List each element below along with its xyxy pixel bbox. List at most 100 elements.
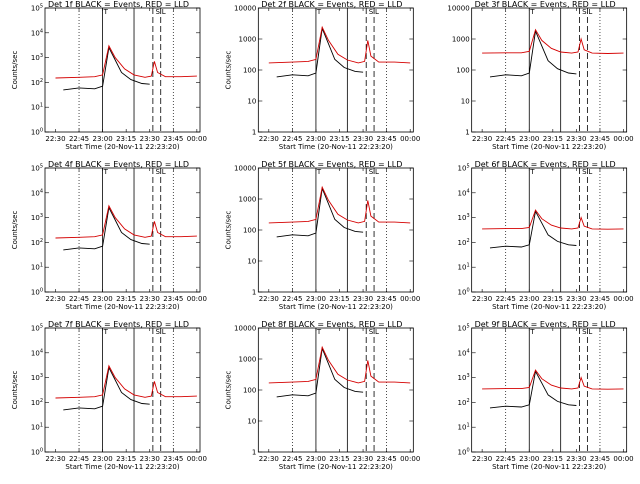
y-tick-label: 102 — [31, 78, 43, 87]
y-tick-label: 102 — [31, 238, 43, 247]
y-tick-label: 1 — [252, 289, 256, 297]
interval-marker-label: T — [103, 168, 109, 176]
x-tick-label: 23:00 — [306, 295, 326, 303]
x-axis-label: Start Time (20-Nov-11 22:23:20) — [65, 303, 179, 311]
x-tick-label: 23:00 — [93, 135, 113, 143]
x-tick-label: 23:30 — [353, 295, 373, 303]
plot-frame — [44, 167, 201, 293]
x-tick-label: 22:45 — [496, 295, 516, 303]
x-tick-label: 23:45 — [590, 295, 610, 303]
x-tick-label: 23:15 — [543, 455, 563, 463]
y-tick-label: 10 — [247, 98, 256, 106]
interval-marker-label: L — [588, 168, 592, 176]
y-tick-label: 1000 — [239, 36, 257, 44]
interval-marker-label: L — [588, 8, 592, 16]
interval-marker-label: T — [103, 8, 109, 16]
y-tick-label: 105 — [458, 324, 470, 333]
interval-marker-label: T — [529, 8, 535, 16]
series-line-events — [63, 46, 150, 91]
series-line-lld — [482, 209, 624, 230]
interval-marker-label: T — [529, 328, 535, 336]
chart-title: Det 3f BLACK = Events, RED = LLD — [475, 0, 616, 9]
x-tick-label: 23:45 — [377, 455, 397, 463]
x-tick-label: 23:45 — [163, 295, 183, 303]
x-tick-label: 23:30 — [566, 455, 586, 463]
plot-frame — [471, 327, 628, 453]
series-line-lld — [268, 25, 411, 64]
x-tick-label: 23:15 — [116, 135, 136, 143]
interval-marker-label: L — [375, 8, 379, 16]
plot-frame — [44, 7, 201, 133]
interval-marker-label: L — [375, 168, 379, 176]
y-tick-label: 103 — [31, 373, 43, 382]
x-tick-label: 23:45 — [377, 295, 397, 303]
interval-marker-label: L — [162, 168, 166, 176]
x-axis-label: Start Time (20-Nov-11 22:23:20) — [492, 303, 606, 311]
x-tick-label: 22:45 — [496, 455, 516, 463]
series-line-events — [489, 209, 577, 249]
x-tick-label: 22:45 — [69, 295, 89, 303]
y-tick-label: 102 — [458, 238, 470, 247]
interval-marker-label: T — [316, 168, 322, 176]
x-tick-label: 22:30 — [472, 455, 492, 463]
y-tick-label: 104 — [31, 348, 43, 357]
y-tick-label: 103 — [31, 213, 43, 222]
series-line-lld — [268, 345, 411, 384]
x-axis-label: Start Time (20-Nov-11 22:23:20) — [65, 143, 179, 151]
x-axis-label: Start Time (20-Nov-11 22:23:20) — [492, 143, 606, 151]
y-tick-label: 101 — [458, 263, 470, 272]
interval-marker-label: S — [582, 168, 587, 176]
x-tick-label: 00:00 — [613, 135, 633, 143]
chart-title: Det 7f BLACK = Events, RED = LLD — [48, 320, 189, 329]
y-tick-label: 10000 — [447, 5, 469, 13]
y-tick-label: 100 — [31, 448, 43, 457]
panel-det-3f: Det 3f BLACK = Events, RED = LLD 22:30 22:… — [447, 0, 633, 151]
interval-marker-label: T — [103, 328, 109, 336]
series-line-lld — [55, 364, 197, 399]
x-axis-label: Start Time (20-Nov-11 22:23:20) — [279, 143, 393, 151]
interval-marker-label: L — [162, 328, 166, 336]
y-tick-label: 102 — [458, 398, 470, 407]
x-tick-label: 22:45 — [69, 135, 89, 143]
y-tick-label: 105 — [31, 4, 43, 13]
x-tick-label: 23:30 — [140, 295, 160, 303]
x-tick-label: 22:30 — [472, 135, 492, 143]
y-tick-label: 100 — [456, 67, 469, 75]
interval-marker-label: S — [155, 8, 160, 16]
y-tick-label: 105 — [458, 164, 470, 173]
y-tick-label: 103 — [458, 373, 470, 382]
y-tick-label: 104 — [31, 28, 43, 37]
plot-frame — [257, 7, 414, 133]
interval-marker-label: S — [369, 168, 374, 176]
x-tick-label: 00:00 — [400, 455, 420, 463]
x-tick-label: 23:45 — [163, 135, 183, 143]
x-tick-label: 23:00 — [306, 135, 326, 143]
x-tick-label: 23:15 — [116, 295, 136, 303]
x-tick-label: 22:30 — [45, 455, 65, 463]
x-tick-label: 00:00 — [400, 295, 420, 303]
interval-marker-label: L — [375, 328, 379, 336]
y-tick-label: 101 — [31, 263, 43, 272]
y-tick-label: 100 — [458, 288, 470, 297]
x-tick-label: 23:30 — [566, 135, 586, 143]
panel-det-6f: Det 6f BLACK = Events, RED = LLD 22:30 22:… — [458, 160, 634, 311]
y-tick-label: 105 — [31, 324, 43, 333]
y-tick-label: 1 — [252, 449, 256, 457]
y-tick-label: 10 — [461, 98, 470, 106]
x-tick-label: 22:30 — [259, 455, 279, 463]
y-tick-label: 100 — [31, 128, 43, 137]
y-tick-label: 101 — [31, 103, 43, 112]
x-axis-label: Start Time (20-Nov-11 22:23:20) — [279, 463, 393, 471]
y-tick-label: 10 — [247, 258, 256, 266]
x-tick-label: 23:30 — [353, 135, 373, 143]
series-line-events — [276, 186, 364, 238]
x-tick-label: 23:00 — [519, 295, 539, 303]
x-tick-label: 22:45 — [282, 135, 302, 143]
x-tick-label: 23:00 — [306, 455, 326, 463]
x-tick-label: 23:45 — [163, 455, 183, 463]
series-line-lld — [482, 28, 624, 54]
y-tick-label: 104 — [458, 348, 470, 357]
y-tick-label: 104 — [458, 188, 470, 197]
x-tick-label: 00:00 — [187, 295, 207, 303]
